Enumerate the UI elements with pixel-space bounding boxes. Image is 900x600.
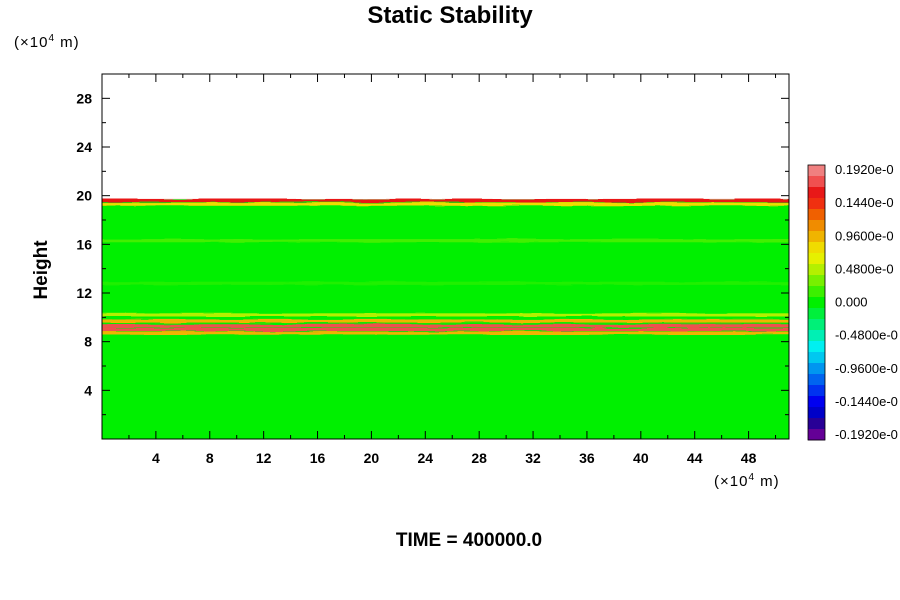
colorbar-label-3: 0.4800e-0 bbox=[835, 261, 894, 276]
colorbar-label-0: 0.1920e-0 bbox=[835, 162, 894, 177]
time-label: TIME = 400000.0 bbox=[395, 530, 543, 551]
band-4 bbox=[102, 313, 789, 317]
colorbar-label-8: -0.1920e-0 bbox=[835, 427, 898, 442]
y-tick-label-4: 20 bbox=[76, 188, 92, 204]
y-tick-label-3: 16 bbox=[76, 236, 92, 252]
colorbar: 0.1920e-0 0.1440e-0 0.9600e-0 0.4800e-0 0.00… bbox=[807, 162, 898, 442]
colorbar-swatch-1 bbox=[808, 176, 825, 188]
colorbar-swatch-20 bbox=[808, 385, 825, 397]
colorbar-swatch-3 bbox=[808, 198, 825, 210]
x-axis-unit: (×104 m) bbox=[714, 472, 780, 490]
stability-bands bbox=[102, 198, 789, 335]
colorbar-swatch-15 bbox=[808, 330, 825, 342]
colorbar-swatch-6 bbox=[808, 231, 825, 243]
colorbar-swatch-22 bbox=[808, 407, 825, 419]
band-3 bbox=[102, 281, 789, 285]
x-tick-label-6: 28 bbox=[471, 450, 487, 466]
colorbar-swatch-4 bbox=[808, 209, 825, 221]
colorbar-swatch-13 bbox=[808, 308, 825, 320]
y-tick-label-2: 12 bbox=[76, 285, 92, 301]
band-8 bbox=[102, 331, 789, 335]
colorbar-swatch-14 bbox=[808, 319, 825, 331]
y-tick-label-0: 4 bbox=[84, 382, 92, 398]
colorbar-swatch-21 bbox=[808, 396, 825, 408]
colorbar-label-6: -0.9600e-0 bbox=[835, 361, 898, 376]
x-tick-label-4: 20 bbox=[364, 450, 380, 466]
colorbar-swatch-17 bbox=[808, 352, 825, 364]
colorbar-frame bbox=[807, 164, 826, 441]
colorbar-swatch-7 bbox=[808, 242, 825, 254]
x-tick-label-1: 8 bbox=[206, 450, 214, 466]
band-1 bbox=[102, 202, 789, 206]
y-tick-label-1: 8 bbox=[84, 334, 92, 350]
colorbar-swatch-2 bbox=[808, 187, 825, 199]
y-axis-unit: (×104 m) bbox=[14, 33, 80, 51]
colorbar-swatch-12 bbox=[808, 297, 825, 309]
colorbar-swatch-16 bbox=[808, 341, 825, 353]
field-background bbox=[102, 199, 789, 439]
plot-area bbox=[102, 198, 789, 439]
colorbar-label-2: 0.9600e-0 bbox=[835, 228, 894, 243]
y-tick-label-5: 24 bbox=[76, 139, 92, 155]
x-tick-label-5: 24 bbox=[418, 450, 434, 466]
colorbar-swatch-9 bbox=[808, 264, 825, 276]
x-tick-label-9: 40 bbox=[633, 450, 649, 466]
colorbar-swatch-11 bbox=[808, 286, 825, 298]
x-tick-label-0: 4 bbox=[152, 450, 160, 466]
x-tick-label-2: 12 bbox=[256, 450, 272, 466]
x-tick-label-10: 44 bbox=[687, 450, 703, 466]
colorbar-label-5: -0.4800e-0 bbox=[835, 328, 898, 343]
band-0 bbox=[102, 198, 789, 203]
colorbar-label-4: 0.000 bbox=[835, 295, 868, 310]
colorbar-swatch-10 bbox=[808, 275, 825, 287]
plot-frame bbox=[101, 73, 790, 440]
band-5 bbox=[102, 319, 789, 323]
y-tick-label-6: 28 bbox=[76, 90, 92, 106]
x-tick-label-3: 16 bbox=[310, 450, 326, 466]
x-tick-label-11: 48 bbox=[741, 450, 757, 466]
colorbar-swatch-23 bbox=[808, 418, 825, 430]
x-tick-label-8: 36 bbox=[579, 450, 595, 466]
colorbar-label-1: 0.1440e-0 bbox=[835, 195, 894, 210]
x-tick-label-7: 32 bbox=[525, 450, 541, 466]
colorbar-swatch-0 bbox=[808, 165, 825, 177]
colorbar-swatch-19 bbox=[808, 374, 825, 386]
colorbar-swatch-5 bbox=[808, 220, 825, 232]
chart-title: Static Stability bbox=[367, 2, 533, 29]
band-7 bbox=[102, 327, 789, 332]
colorbar-swatch-18 bbox=[808, 363, 825, 375]
colorbar-label-7: -0.1440e-0 bbox=[835, 394, 898, 409]
band-2 bbox=[102, 239, 789, 243]
band-6 bbox=[102, 324, 789, 328]
colorbar-swatch-8 bbox=[808, 253, 825, 265]
colorbar-swatch-24 bbox=[808, 429, 825, 441]
